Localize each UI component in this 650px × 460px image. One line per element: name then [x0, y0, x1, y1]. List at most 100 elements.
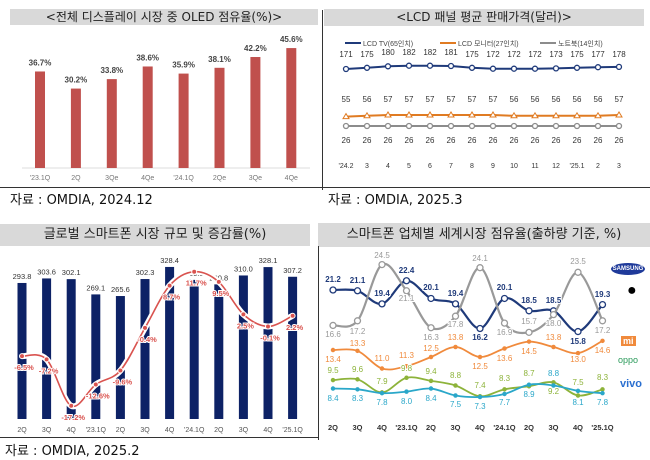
- data-label: 7.8: [597, 398, 609, 407]
- x-tick-label: 4Qe: [285, 175, 298, 182]
- data-label: 26: [510, 136, 519, 145]
- data-label: 56: [594, 95, 603, 104]
- data-point: [405, 122, 413, 130]
- data-label: 57: [468, 95, 477, 104]
- x-tick-label: 4Q: [377, 423, 387, 432]
- bar: [286, 48, 297, 168]
- data-label: 22.4: [399, 266, 415, 275]
- data-label: 15.8: [570, 337, 586, 346]
- data-point: [615, 122, 623, 130]
- data-label: 7.7: [499, 398, 511, 407]
- bar: [238, 275, 248, 419]
- smartphone-source: 자료 : OMDIA, 2025.2: [5, 444, 140, 459]
- data-point: [489, 65, 497, 72]
- data-point: [552, 111, 560, 119]
- data-label: 8.7: [523, 369, 535, 378]
- data-point: [428, 378, 434, 384]
- data-label: 175: [360, 50, 374, 59]
- x-tick-label: 2Q: [524, 423, 534, 432]
- data-label: 26: [615, 136, 624, 145]
- data-point: [615, 63, 623, 71]
- bar: [263, 267, 273, 419]
- data-point: [330, 377, 336, 383]
- data-label: 26: [531, 136, 540, 145]
- data-point: [594, 64, 602, 71]
- data-label: 172: [528, 50, 542, 59]
- data-label: 23.5: [570, 257, 586, 266]
- data-point: [384, 122, 392, 130]
- data-label: 57: [615, 95, 624, 104]
- x-tick-label: 9: [491, 163, 495, 170]
- data-point: [600, 390, 605, 396]
- data-point: [329, 321, 337, 330]
- bar: [66, 279, 76, 419]
- data-point: [404, 363, 409, 369]
- data-point: [453, 383, 458, 388]
- data-point: [378, 260, 386, 269]
- data-label: 16.3: [423, 333, 439, 342]
- data-label: 56: [552, 95, 561, 104]
- x-tick-label: 2: [596, 163, 600, 170]
- data-point: [598, 300, 607, 309]
- data-label: 8.3: [352, 394, 364, 403]
- growth-label: 2.5%: [237, 321, 254, 330]
- data-label: 13.8: [546, 333, 562, 342]
- growth-label: -0.4%: [137, 335, 157, 344]
- data-point: [531, 65, 539, 72]
- data-point: [404, 389, 409, 394]
- data-point: [405, 111, 413, 118]
- data-label: 181: [444, 48, 458, 57]
- data-label: 13.4: [325, 355, 341, 364]
- bar: [115, 296, 125, 419]
- data-point: [551, 383, 556, 388]
- data-label: 26: [363, 136, 372, 145]
- data-label: 19.4: [374, 289, 390, 298]
- data-label: 18.5: [546, 296, 562, 305]
- bar: [42, 278, 52, 419]
- data-point: [573, 122, 581, 130]
- data-point: [525, 307, 533, 315]
- data-point: [265, 323, 271, 330]
- x-tick-label: 2Q: [116, 427, 126, 434]
- data-label: 7.5: [572, 378, 584, 387]
- vendor-share-title: 스마트폰 업체별 세계시장 점유율(출하량 기준, %): [318, 223, 650, 247]
- x-tick-label: '24.2: [339, 163, 354, 170]
- data-point: [379, 366, 385, 371]
- data-point: [451, 312, 460, 320]
- data-point: [402, 277, 411, 285]
- data-point: [191, 268, 198, 275]
- bar: [189, 279, 199, 419]
- data-point: [447, 111, 455, 118]
- data-point: [451, 300, 460, 308]
- x-tick-label: '25.1: [570, 163, 585, 170]
- data-label: 57: [405, 95, 414, 104]
- bar: [91, 294, 101, 419]
- data-point: [510, 122, 518, 130]
- data-point: [363, 64, 371, 71]
- data-point: [355, 377, 360, 382]
- data-point: [594, 111, 602, 119]
- x-tick-label: 3Q: [548, 423, 558, 432]
- data-point: [355, 387, 360, 392]
- data-point: [489, 111, 497, 118]
- data-label: 56: [363, 95, 372, 104]
- x-tick-label: '25.1Q: [282, 427, 303, 434]
- x-tick-label: '23.1Q: [86, 427, 107, 434]
- bar-data-label: 303.6: [37, 267, 56, 276]
- data-label: 21.1: [399, 294, 415, 303]
- data-point: [502, 346, 507, 351]
- growth-label: 2.2%: [286, 323, 303, 332]
- bar-data-label: 310.0: [234, 264, 253, 273]
- data-label: 14.6: [595, 346, 611, 355]
- data-point: [574, 327, 582, 336]
- data-label: 15.7: [521, 317, 537, 326]
- bar-data-label: 307.2: [283, 266, 302, 275]
- data-label: 21.1: [350, 276, 366, 285]
- data-point: [384, 111, 392, 118]
- data-label: 19.3: [595, 290, 611, 299]
- data-point: [19, 353, 25, 360]
- bar: [178, 73, 189, 168]
- bar-data-label: 38.1%: [208, 55, 231, 64]
- data-point: [500, 319, 509, 327]
